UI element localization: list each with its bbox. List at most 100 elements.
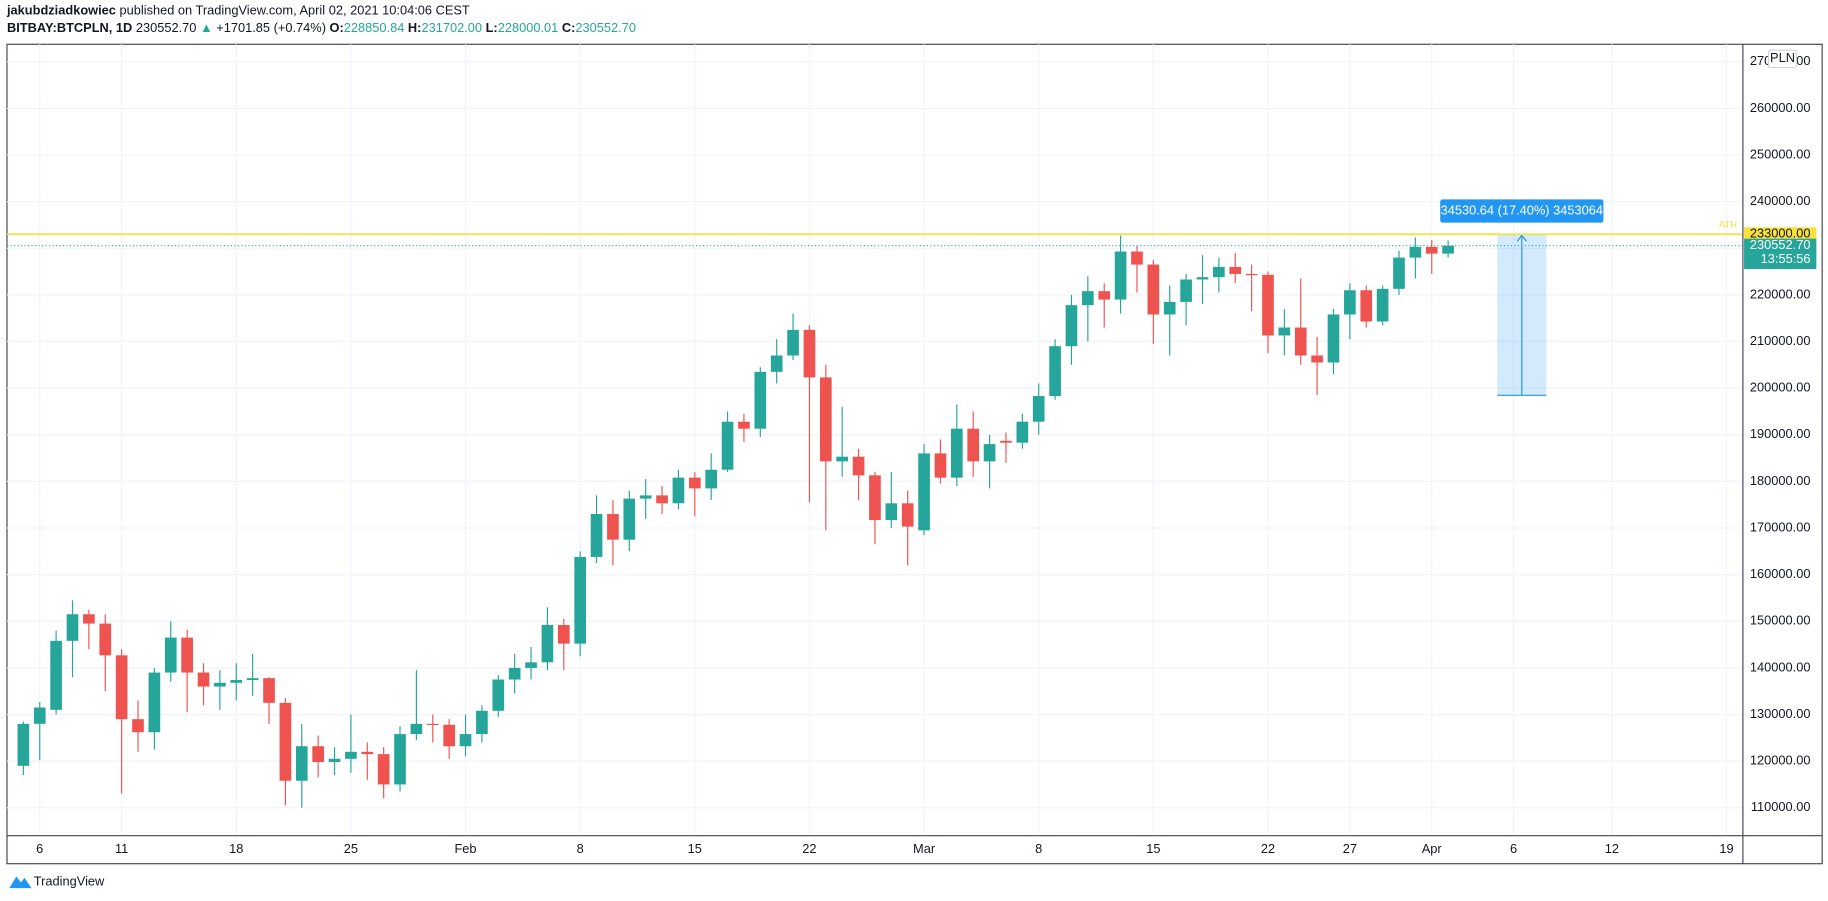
y-tick-label: 180000.00 (1750, 473, 1811, 488)
candle-body (967, 428, 980, 462)
candle-body (787, 329, 799, 356)
candle-body (476, 710, 488, 735)
candle-body (1032, 396, 1045, 422)
measure-label: 34530.64 (17.40%) 3453064 (1441, 202, 1603, 217)
measure-arrowhead (1516, 234, 1527, 242)
candle-body (623, 498, 636, 540)
candle-body (1196, 277, 1209, 280)
h-label: H: (408, 21, 422, 36)
y-tick-label: 170000.00 (1750, 519, 1811, 534)
candle-body (770, 355, 783, 372)
candle-body (1180, 279, 1192, 302)
candle-body (214, 682, 226, 687)
x-tick-label: Apr (1422, 841, 1443, 856)
candle-body (1393, 257, 1405, 289)
candle-body (66, 614, 79, 641)
candle-body (869, 475, 881, 521)
x-tick-label: 18 (229, 841, 243, 856)
o-label: O: (330, 21, 344, 36)
candle-body (246, 678, 259, 681)
candle-body (50, 640, 62, 710)
candle-body (99, 623, 112, 656)
candle-body (1049, 346, 1061, 397)
candle-body (377, 754, 390, 785)
ath-price-label: 233000.00 (1750, 226, 1811, 241)
x-tick-label: 15 (688, 841, 702, 856)
y-tick-label: 110000.00 (1751, 799, 1811, 814)
currency-box (1767, 49, 1798, 69)
candle-body (1327, 314, 1340, 363)
brand-logo (9, 876, 32, 889)
c-label: C: (562, 21, 576, 36)
countdown: 13:55:56 (1761, 251, 1811, 266)
candle-body (1213, 266, 1225, 278)
candle-body (328, 758, 341, 763)
change: +1701.85 (+0.74%) (216, 21, 326, 36)
candle-body (688, 477, 701, 489)
candle-body (508, 667, 521, 680)
y-tick-label: 260000.00 (1750, 100, 1811, 115)
candle-body (836, 456, 849, 462)
y-tick-label: 200000.00 (1750, 380, 1811, 395)
candle-body (885, 503, 898, 521)
x-tick-label: Feb (454, 841, 476, 856)
last: 230552.70 (136, 21, 197, 36)
candle-body (934, 453, 947, 478)
candle-body (901, 503, 914, 527)
l-value: 228000.01 (498, 21, 559, 36)
l-label: L: (486, 21, 498, 36)
x-tick-label: 22 (802, 841, 816, 856)
candle-body (459, 734, 472, 747)
candle-body (1262, 274, 1274, 336)
candle-body (345, 751, 357, 759)
published: published on TradingView.com, April 02, … (120, 3, 470, 18)
publish-line: jakubdziadkowiec published on TradingVie… (6, 3, 470, 18)
candle-body (803, 329, 816, 378)
candle-body (443, 724, 455, 747)
candle-body (819, 377, 832, 462)
y-tick-label: 210000.00 (1750, 333, 1811, 348)
candle-body (983, 444, 996, 462)
ohlc-line: BITBAY:BTCPLN, 1D 230552.70 ▲ +1701.85 (… (7, 21, 636, 36)
symbol: BITBAY:BTCPLN, 1D (7, 21, 132, 36)
candle-body (525, 662, 537, 668)
y-tick-label: 130000.00 (1750, 706, 1811, 721)
arrow: ▲ (200, 21, 213, 36)
ath-price-box (1744, 227, 1817, 242)
candle-body (1163, 301, 1176, 315)
candle-body (1409, 246, 1422, 258)
candle-body (426, 723, 439, 725)
candle-body (574, 556, 586, 644)
candle-body (1000, 440, 1012, 443)
candle-body (1098, 291, 1111, 300)
candle-body (181, 637, 193, 673)
x-tick-label: 12 (1605, 841, 1619, 856)
h-value: 231702.00 (421, 21, 482, 36)
y-tick-label: 150000.00 (1750, 613, 1811, 628)
candle-body (656, 495, 668, 504)
candle-body (557, 624, 570, 644)
candle-body (197, 672, 210, 687)
last-price-label: 230552.70 (1750, 237, 1811, 252)
candle-body (1360, 290, 1373, 322)
candle-body (1278, 327, 1291, 336)
y-tick-label: 220000.00 (1750, 286, 1811, 301)
candle-body (295, 746, 308, 781)
candle-body (1082, 291, 1094, 306)
candle-body (1311, 355, 1323, 363)
candle-body (705, 469, 718, 489)
candle-body (1229, 266, 1242, 274)
x-tick-label: 6 (36, 841, 43, 856)
candle-body (115, 655, 128, 720)
x-tick-label: 8 (577, 841, 584, 856)
y-tick-label: 120000.00 (1750, 753, 1811, 768)
x-tick-label: 19 (1719, 841, 1733, 856)
last-price-box (1744, 238, 1817, 270)
candle-body (361, 751, 374, 755)
x-tick-label: 8 (1035, 841, 1042, 856)
candle-body (918, 453, 930, 531)
candle-body (83, 614, 95, 624)
candle-body (541, 624, 554, 663)
candle-body (312, 746, 324, 763)
